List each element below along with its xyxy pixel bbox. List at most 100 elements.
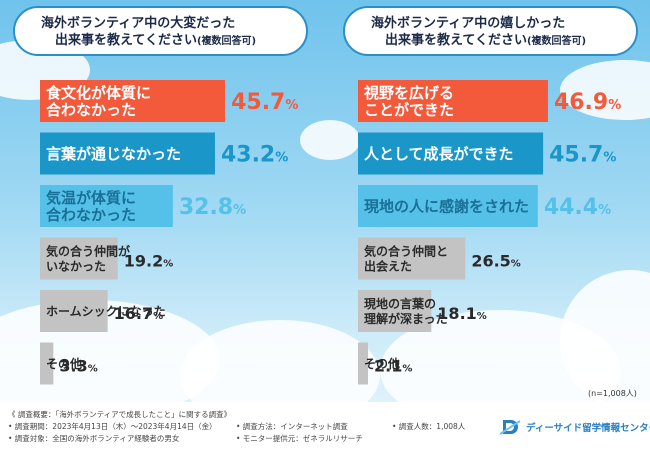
left-category-label-1: 言葉が通じなかった bbox=[46, 145, 181, 163]
left-title-note: (複数回答可) bbox=[196, 36, 257, 47]
left-value-label-5: 3.3% bbox=[59, 357, 97, 376]
left-value-label-4: 16.7% bbox=[114, 304, 164, 323]
left-category-line-0-1: 合わなかった bbox=[45, 101, 136, 119]
right-value-pct-5: % bbox=[402, 364, 412, 375]
right-category-line-3-0: 気の合う仲間と bbox=[364, 243, 448, 258]
left-bar-3 bbox=[40, 237, 118, 280]
left-title-line1: 海外ボランティア中の大変だった bbox=[41, 16, 236, 31]
logo: ディーサイド留学情報センター bbox=[500, 418, 650, 436]
right-bar-0 bbox=[358, 80, 548, 122]
right-category-line-4-1: 理解が深まった bbox=[364, 311, 448, 326]
survey-period: • 調査期間：2023年4月13日（木）〜2023年4月14日（金） bbox=[8, 422, 217, 431]
left-category-label-5: その他 bbox=[46, 356, 82, 371]
left-bar-5 bbox=[40, 342, 54, 385]
survey-method: • 調査方法：インターネット調査 bbox=[236, 422, 348, 431]
sample-size: (n=1,008人) bbox=[588, 389, 637, 398]
right-category-line-4-0: 現地の言葉の bbox=[364, 296, 436, 311]
right-bar-2 bbox=[358, 185, 538, 227]
left-bar-chart: 食文化が体質に合わなかった 45.7% 言葉が通じなかった 43.2% 気温が体質に合わ… bbox=[40, 80, 298, 385]
left-category-label-4: ホームシックになった bbox=[46, 304, 166, 318]
right-value-int-3: 26.5 bbox=[471, 252, 510, 271]
survey-target: • 調査対象：全国の海外ボランティア経験者の男女 bbox=[8, 434, 180, 443]
right-value-pct-4: % bbox=[477, 311, 487, 322]
logo-text: ディーサイド留学情報センター bbox=[526, 423, 650, 434]
right-title-line2: 出来事を教えてください bbox=[385, 33, 527, 48]
left-value-pct-2: % bbox=[233, 203, 246, 218]
right-value-label-5: 2.1% bbox=[374, 357, 412, 376]
right-category-line-5-0: その他 bbox=[364, 356, 400, 371]
right-category-label-1: 人として成長ができた bbox=[364, 145, 514, 163]
left-value-label-0: 45.7% bbox=[231, 90, 298, 115]
right-value-int-1: 45.7 bbox=[549, 143, 603, 168]
right-title-note: (複数回答可) bbox=[526, 36, 587, 47]
right-value-label-1: 45.7% bbox=[549, 143, 616, 168]
footer: 《 調査概要：「海外ボランティアで成長したこと」に関する調査》 • 調査期間：2… bbox=[0, 402, 650, 450]
right-bar-chart: 視野を広げることができた 46.9% 人として成長ができた 45.7% 現地の人に感謝を… bbox=[358, 80, 621, 385]
right-category-line-0-1: ことができた bbox=[364, 101, 454, 119]
left-value-int-5: 3.3 bbox=[59, 357, 87, 376]
left-title-line2: 出来事を教えてください bbox=[55, 33, 197, 48]
right-bar-3 bbox=[358, 237, 466, 280]
right-category-label-2: 現地の人に感謝をされた bbox=[364, 197, 529, 215]
left-category-label-2: 気温が体質に合わなかった bbox=[45, 189, 136, 224]
left-value-pct-0: % bbox=[285, 98, 298, 113]
right-bar-4 bbox=[358, 290, 432, 332]
left-value-int-4: 16.7 bbox=[114, 304, 153, 323]
right-value-label-4: 18.1% bbox=[437, 304, 487, 323]
right-value-label-3: 26.5% bbox=[471, 252, 521, 271]
right-category-line-2-0: 現地の人に感謝をされた bbox=[364, 197, 529, 215]
right-category-line-1-0: 人として成長ができた bbox=[364, 145, 514, 163]
left-value-label-1: 43.2% bbox=[221, 143, 288, 168]
left-bar-1 bbox=[40, 132, 215, 175]
left-category-line-2-0: 気温が体質に bbox=[46, 189, 136, 207]
left-value-label-2: 32.8% bbox=[179, 195, 246, 220]
right-value-int-5: 2.1 bbox=[374, 357, 402, 376]
right-value-pct-0: % bbox=[608, 98, 621, 113]
right-value-pct-1: % bbox=[603, 151, 616, 166]
left-category-label-3: 気の合う仲間がいなかった bbox=[46, 243, 130, 273]
left-category-line-2-1: 合わなかった bbox=[45, 206, 136, 224]
survey-overview: 《 調査概要：「海外ボランティアで成長したこと」に関する調査》 bbox=[8, 410, 232, 419]
left-value-int-2: 32.8 bbox=[179, 195, 233, 220]
left-category-line-4-0: ホームシックになった bbox=[46, 304, 166, 318]
right-category-label-5: その他 bbox=[364, 356, 400, 371]
right-value-pct-3: % bbox=[511, 259, 521, 270]
right-category-label-0: 視野を広げることができた bbox=[363, 84, 454, 119]
survey-provider: • モニター提供元：ゼネラルリサーチ bbox=[236, 434, 363, 443]
right-category-label-4: 現地の言葉の理解が深まった bbox=[364, 296, 448, 326]
left-value-pct-3: % bbox=[163, 259, 173, 270]
right-bar-5 bbox=[358, 342, 368, 385]
left-value-pct-1: % bbox=[275, 151, 288, 166]
right-title-line1: 海外ボランティア中の嬉しかった bbox=[371, 16, 566, 31]
left-value-int-3: 19.2 bbox=[124, 252, 163, 271]
left-value-pct-5: % bbox=[88, 364, 98, 375]
right-bar-1 bbox=[358, 132, 544, 175]
right-value-label-0: 46.9% bbox=[554, 90, 621, 115]
left-category-line-3-1: いなかった bbox=[46, 259, 106, 273]
left-category-line-5-0: その他 bbox=[46, 356, 82, 371]
right-value-int-0: 46.9 bbox=[554, 90, 608, 115]
cloud bbox=[300, 120, 360, 160]
left-category-line-0-0: 食文化が体質に bbox=[46, 84, 151, 102]
right-category-line-0-0: 視野を広げる bbox=[363, 84, 454, 102]
right-category-line-3-1: 出会えた bbox=[364, 258, 412, 273]
left-bar-4 bbox=[40, 290, 108, 332]
left-bar-0 bbox=[40, 80, 226, 122]
left-bar-2 bbox=[40, 185, 173, 227]
left-category-line-3-0: 気の合う仲間が bbox=[46, 243, 130, 258]
left-category-line-1-0: 言葉が通じなかった bbox=[46, 145, 181, 163]
survey-count: • 調査人数：1,008人 bbox=[392, 422, 466, 431]
left-value-label-3: 19.2% bbox=[124, 252, 174, 271]
logo-icon bbox=[500, 420, 521, 435]
right-chart-title: 海外ボランティア中の嬉しかった 出来事を教えてください(複数回答可) bbox=[343, 6, 638, 56]
right-value-label-2: 44.4% bbox=[544, 195, 611, 220]
left-value-int-0: 45.7 bbox=[231, 90, 285, 115]
right-value-int-4: 18.1 bbox=[437, 304, 476, 323]
left-value-pct-4: % bbox=[153, 311, 163, 322]
right-category-label-3: 気の合う仲間と出会えた bbox=[364, 243, 448, 273]
right-value-pct-2: % bbox=[598, 203, 611, 218]
left-value-int-1: 43.2 bbox=[221, 143, 275, 168]
left-chart-title: 海外ボランティア中の大変だった 出来事を教えてください(複数回答可) bbox=[13, 6, 308, 56]
